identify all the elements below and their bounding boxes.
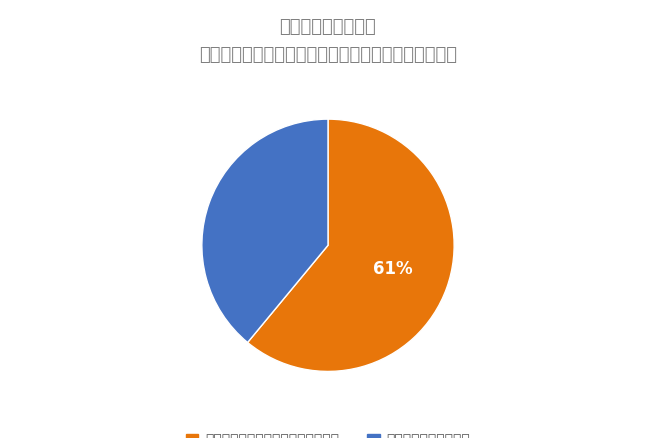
Title: 自動車ドライバーが
自転車危険運転によって事故になりそうになった割合: 自動車ドライバーが 自転車危険運転によって事故になりそうになった割合	[199, 18, 457, 64]
Wedge shape	[247, 119, 454, 371]
Wedge shape	[202, 119, 328, 343]
Text: 61%: 61%	[373, 260, 413, 278]
Legend: 事故になりそうになったことがある, そのような経験はない: 事故になりそうになったことがある, そのような経験はない	[180, 427, 476, 438]
